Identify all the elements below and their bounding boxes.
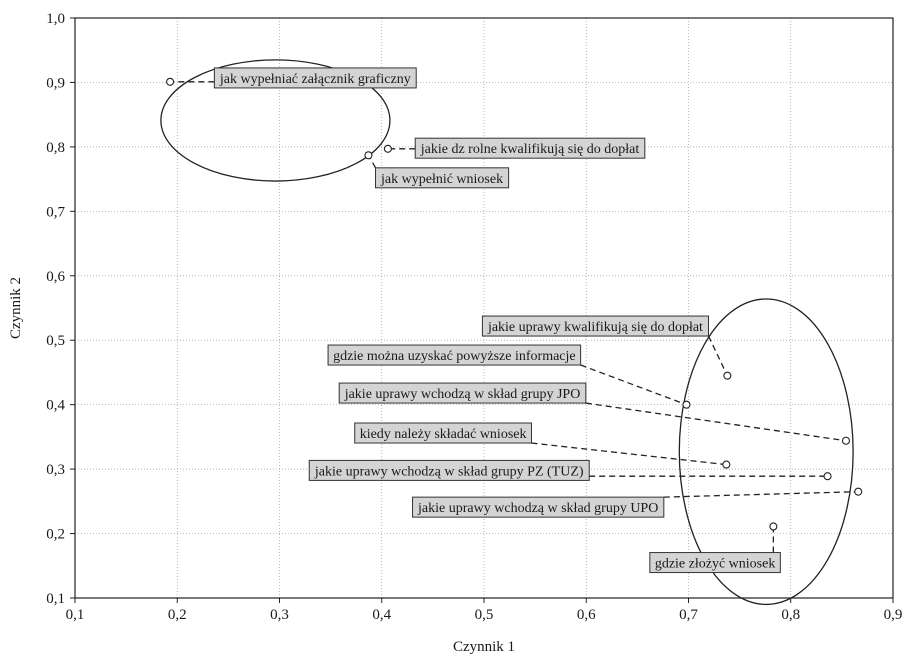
y-tick-label: 0,2: [46, 527, 65, 543]
y-tick-label: 0,9: [46, 75, 65, 91]
y-tick-label: 0,5: [46, 333, 65, 349]
point-label-6: kiedy należy składać wniosek: [354, 422, 532, 444]
label-box: [412, 496, 665, 518]
y-axis-ticks: 0,1 0,2 0,3 0,4 0,5 0,6 0,7 0,8 0,9 1,0: [46, 11, 75, 607]
label-box: [414, 137, 646, 159]
leader-line: [707, 335, 728, 376]
point-label-2: jak wypełnić wniosek: [375, 167, 510, 189]
point-label-0: jak wypełniać załącznik graficzny: [213, 67, 417, 89]
label-box: [213, 67, 417, 89]
label-text: kiedy należy składać wniosek: [360, 427, 527, 442]
label-box: [649, 552, 781, 574]
data-point: [166, 77, 175, 86]
label-box: [375, 167, 510, 189]
leader-line: [585, 402, 847, 442]
data-point: [854, 487, 863, 496]
point-label-4: gdzie można uzyskać powyższe informacje: [327, 344, 582, 366]
data-point: [769, 522, 778, 531]
data-points: [166, 77, 863, 531]
label-text: jakie uprawy wchodzą w skład grupy PZ (T…: [314, 464, 584, 479]
leader-lines: [170, 81, 859, 553]
label-box: [308, 459, 590, 481]
point-label-1: jakie dz rolne kwalifikują się do dopłat: [414, 137, 646, 159]
x-tick-label: 0,2: [168, 607, 187, 623]
point-label-9: gdzie złożyć wniosek: [649, 552, 781, 574]
point-label-3: jakie uprawy kwalifikują się do dopłat: [481, 315, 710, 337]
label-box: [354, 422, 532, 444]
y-tick-label: 1,0: [46, 11, 65, 27]
label-text: gdzie złożyć wniosek: [655, 557, 776, 572]
data-point: [722, 460, 731, 469]
label-text: jak wypełniać załącznik graficzny: [219, 72, 411, 87]
data-point: [723, 371, 732, 380]
x-tick-label: 0,3: [270, 607, 289, 623]
data-point: [383, 144, 392, 153]
point-label-8: jakie uprawy wchodzą w skład grupy UPO: [412, 496, 665, 518]
y-axis-title: Czynnik 2: [8, 277, 24, 339]
data-point: [682, 400, 691, 409]
label-box: [327, 344, 582, 366]
label-text: jakie uprawy kwalifikują się do dopłat: [487, 320, 703, 335]
x-tick-label: 0,8: [781, 607, 800, 623]
y-tick-label: 0,1: [46, 591, 65, 607]
x-tick-label: 0,9: [884, 607, 903, 623]
label-text: jakie uprawy wchodzą w skład grupy JPO: [344, 387, 581, 402]
cluster-ellipse: [160, 59, 391, 182]
x-axis-ticks: 0,1 0,2 0,3 0,4 0,5 0,6 0,7 0,8 0,9: [66, 598, 903, 623]
point-label-7: jakie uprawy wchodzą w skład grupy PZ (T…: [308, 459, 590, 481]
x-tick-label: 0,7: [679, 607, 698, 623]
cluster-ellipses: [160, 59, 854, 606]
x-tick-label: 0,5: [475, 607, 494, 623]
x-tick-label: 0,4: [372, 607, 391, 623]
label-text: jakie dz rolne kwalifikują się do dopłat: [420, 142, 640, 157]
label-box: [338, 382, 587, 404]
y-tick-label: 0,8: [46, 140, 65, 156]
label-text: gdzie można uzyskać powyższe informacje: [333, 349, 576, 364]
label-text: jakie uprawy wchodzą w skład grupy UPO: [417, 501, 658, 516]
point-label-5: jakie uprawy wchodzą w skład grupy JPO: [338, 382, 587, 404]
data-point: [841, 436, 851, 445]
data-point: [364, 151, 373, 160]
y-tick-label: 0,7: [46, 204, 65, 220]
y-tick-label: 0,4: [46, 398, 65, 414]
leader-line: [580, 364, 687, 406]
x-axis-title: Czynnik 1: [453, 639, 515, 655]
leader-line: [531, 442, 727, 466]
x-tick-label: 0,1: [66, 607, 85, 623]
data-point: [823, 472, 832, 481]
point-labels: jak wypełniać załącznik graficzny jakie d…: [213, 67, 781, 574]
cluster-ellipse: [678, 298, 854, 606]
x-tick-label: 0,6: [577, 607, 596, 623]
leader-line: [663, 491, 859, 498]
y-tick-label: 0,6: [46, 269, 65, 285]
label-text: jak wypełnić wniosek: [380, 172, 503, 187]
y-tick-label: 0,3: [46, 462, 65, 478]
label-box: [481, 315, 710, 337]
